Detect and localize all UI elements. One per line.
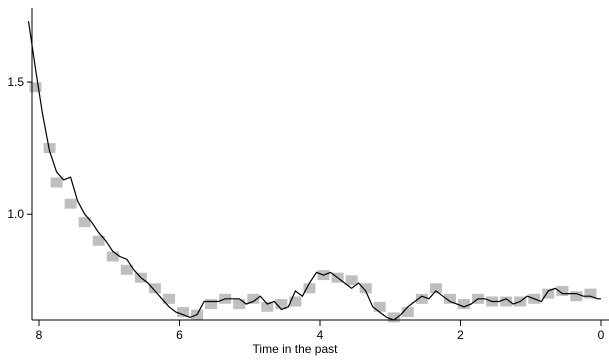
band-mark (233, 299, 246, 310)
series-line (27, 21, 601, 321)
uncertainty-bands (29, 82, 597, 323)
band-mark (64, 198, 77, 209)
band-mark (247, 293, 260, 304)
band-mark (78, 217, 91, 228)
band-mark (444, 293, 456, 304)
series-lines (27, 21, 601, 321)
band-mark (415, 293, 428, 304)
band-mark (359, 283, 372, 294)
band-mark (120, 264, 133, 275)
band-mark (570, 291, 583, 302)
band-mark (500, 296, 513, 307)
x-tick-label: 4 (317, 328, 324, 342)
band-mark (387, 312, 400, 323)
band-mark (205, 299, 218, 310)
band-mark (50, 177, 63, 188)
band-mark (261, 301, 274, 312)
band-mark (163, 293, 175, 304)
band-mark (303, 283, 316, 294)
band-mark (429, 283, 442, 294)
band-mark (289, 296, 302, 307)
y-tick-label: 1.0 (7, 207, 24, 221)
band-mark (373, 301, 386, 312)
band-mark (345, 275, 358, 286)
y-ticks: 1.0 1.5 (7, 75, 32, 221)
y-tick-label: 1.5 (7, 75, 24, 89)
band-mark (542, 288, 555, 299)
band-mark (148, 283, 161, 294)
band-mark (177, 307, 189, 318)
x-ticks: 8 6 4 2 0 (36, 320, 605, 342)
x-tick-label: 8 (36, 328, 43, 342)
band-mark (401, 307, 414, 318)
band-mark (458, 299, 470, 310)
x-axis-title: Time in the past (253, 342, 339, 356)
x-tick-label: 2 (457, 328, 464, 342)
band-mark (29, 82, 42, 93)
band-mark (106, 251, 119, 262)
band-mark (275, 299, 288, 310)
band-mark (92, 235, 105, 246)
x-tick-label: 6 (176, 328, 183, 342)
band-mark (556, 285, 569, 296)
band-mark (584, 288, 597, 299)
x-tick-label: 0 (598, 328, 605, 342)
